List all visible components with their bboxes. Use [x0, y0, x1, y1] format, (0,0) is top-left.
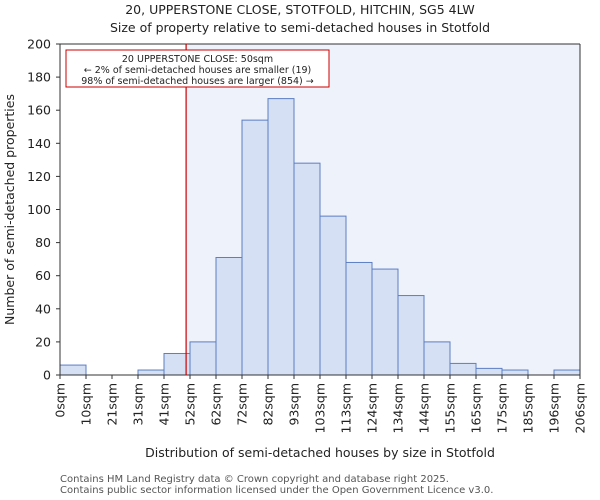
- y-tick-label: 140: [27, 136, 51, 151]
- axes-group: 0 20 40 60 80 100 120 140 160 180 200 0sqm 10sqm 21sq…: [27, 37, 587, 434]
- annotation-line2: ← 2% of semi-detached houses are smaller…: [84, 65, 312, 76]
- bar-165sqm: [475, 367, 503, 376]
- bar-124sqm: [371, 268, 399, 376]
- bar-0sqm: [59, 364, 87, 376]
- x-tick-label: 82sqm: [261, 383, 276, 426]
- y-tick-label: 100: [27, 202, 51, 217]
- bar-72sqm: [241, 119, 269, 376]
- x-tick-label: 93sqm: [287, 383, 302, 426]
- annotation-line3: 98% of semi-detached houses are larger (…: [81, 76, 314, 87]
- bar-155sqm: [449, 362, 477, 376]
- y-tick-label: 80: [35, 235, 51, 250]
- x-tick-label: 31sqm: [131, 383, 146, 426]
- bar-196sqm: [553, 369, 581, 376]
- y-tick-label: 20: [35, 334, 51, 349]
- x-tick-label: 0sqm: [53, 383, 68, 418]
- x-tick-label: 144sqm: [417, 383, 432, 433]
- x-tick-label: 62sqm: [209, 383, 224, 426]
- x-tick-label: 206sqm: [573, 383, 588, 433]
- y-tick-label: 160: [27, 103, 51, 118]
- bar-113sqm: [345, 261, 373, 376]
- x-tick-label: 21sqm: [105, 383, 120, 426]
- bar-52sqm: [189, 341, 217, 376]
- y-tick-label: 200: [27, 37, 51, 52]
- bar-103sqm: [319, 215, 347, 376]
- bar-62sqm: [215, 256, 243, 376]
- x-tick-label: 196sqm: [547, 383, 562, 433]
- chart-title-line1: 20, UPPERSTONE CLOSE, STOTFOLD, HITCHIN,…: [125, 2, 475, 17]
- x-tick-label: 134sqm: [391, 383, 406, 433]
- x-tick-label: 175sqm: [495, 383, 510, 433]
- x-tick-label: 103sqm: [313, 383, 328, 433]
- x-tick-label: 165sqm: [469, 383, 484, 433]
- bar-134sqm: [397, 295, 425, 376]
- y-tick-label: 40: [35, 301, 51, 316]
- chart-title-line2: Size of property relative to semi-detach…: [109, 20, 491, 35]
- bar-175sqm: [501, 369, 529, 376]
- x-tick-label: 185sqm: [521, 383, 536, 433]
- y-tick-label: 120: [27, 169, 51, 184]
- footer-line1: Contains HM Land Registry data © Crown c…: [60, 474, 449, 485]
- histogram-chart: 0 20 40 60 80 100 120 140 160 180 200 0sqm 10sqm 21sq…: [2, 37, 588, 461]
- x-tick-label: 113sqm: [339, 383, 354, 433]
- y-tick-label: 0: [43, 368, 51, 383]
- x-axis-label: Distribution of semi-detached houses by …: [145, 445, 495, 460]
- bar-82sqm: [267, 98, 295, 376]
- x-tick-label: 52sqm: [183, 383, 198, 426]
- x-tick-label: 72sqm: [235, 383, 250, 426]
- x-tick-label: 41sqm: [157, 383, 172, 426]
- y-axis-label: Number of semi-detached properties: [2, 94, 17, 325]
- annotation-box: 20 UPPERSTONE CLOSE: 50sqm ← 2% of semi-…: [65, 49, 330, 88]
- x-tick-label: 155sqm: [443, 383, 458, 433]
- bar-93sqm: [293, 162, 321, 376]
- bar-31sqm: [137, 369, 165, 376]
- bar-144sqm: [423, 341, 451, 376]
- footer-line2: Contains public sector information licen…: [60, 485, 494, 496]
- bars-group: [59, 98, 581, 376]
- x-tick-label: 10sqm: [79, 383, 94, 426]
- y-tick-label: 180: [27, 70, 51, 85]
- annotation-border: [65, 49, 330, 88]
- x-tick-label: 124sqm: [365, 383, 380, 433]
- y-tick-label: 60: [35, 268, 51, 283]
- annotation-line1: 20 UPPERSTONE CLOSE: 50sqm: [122, 54, 273, 65]
